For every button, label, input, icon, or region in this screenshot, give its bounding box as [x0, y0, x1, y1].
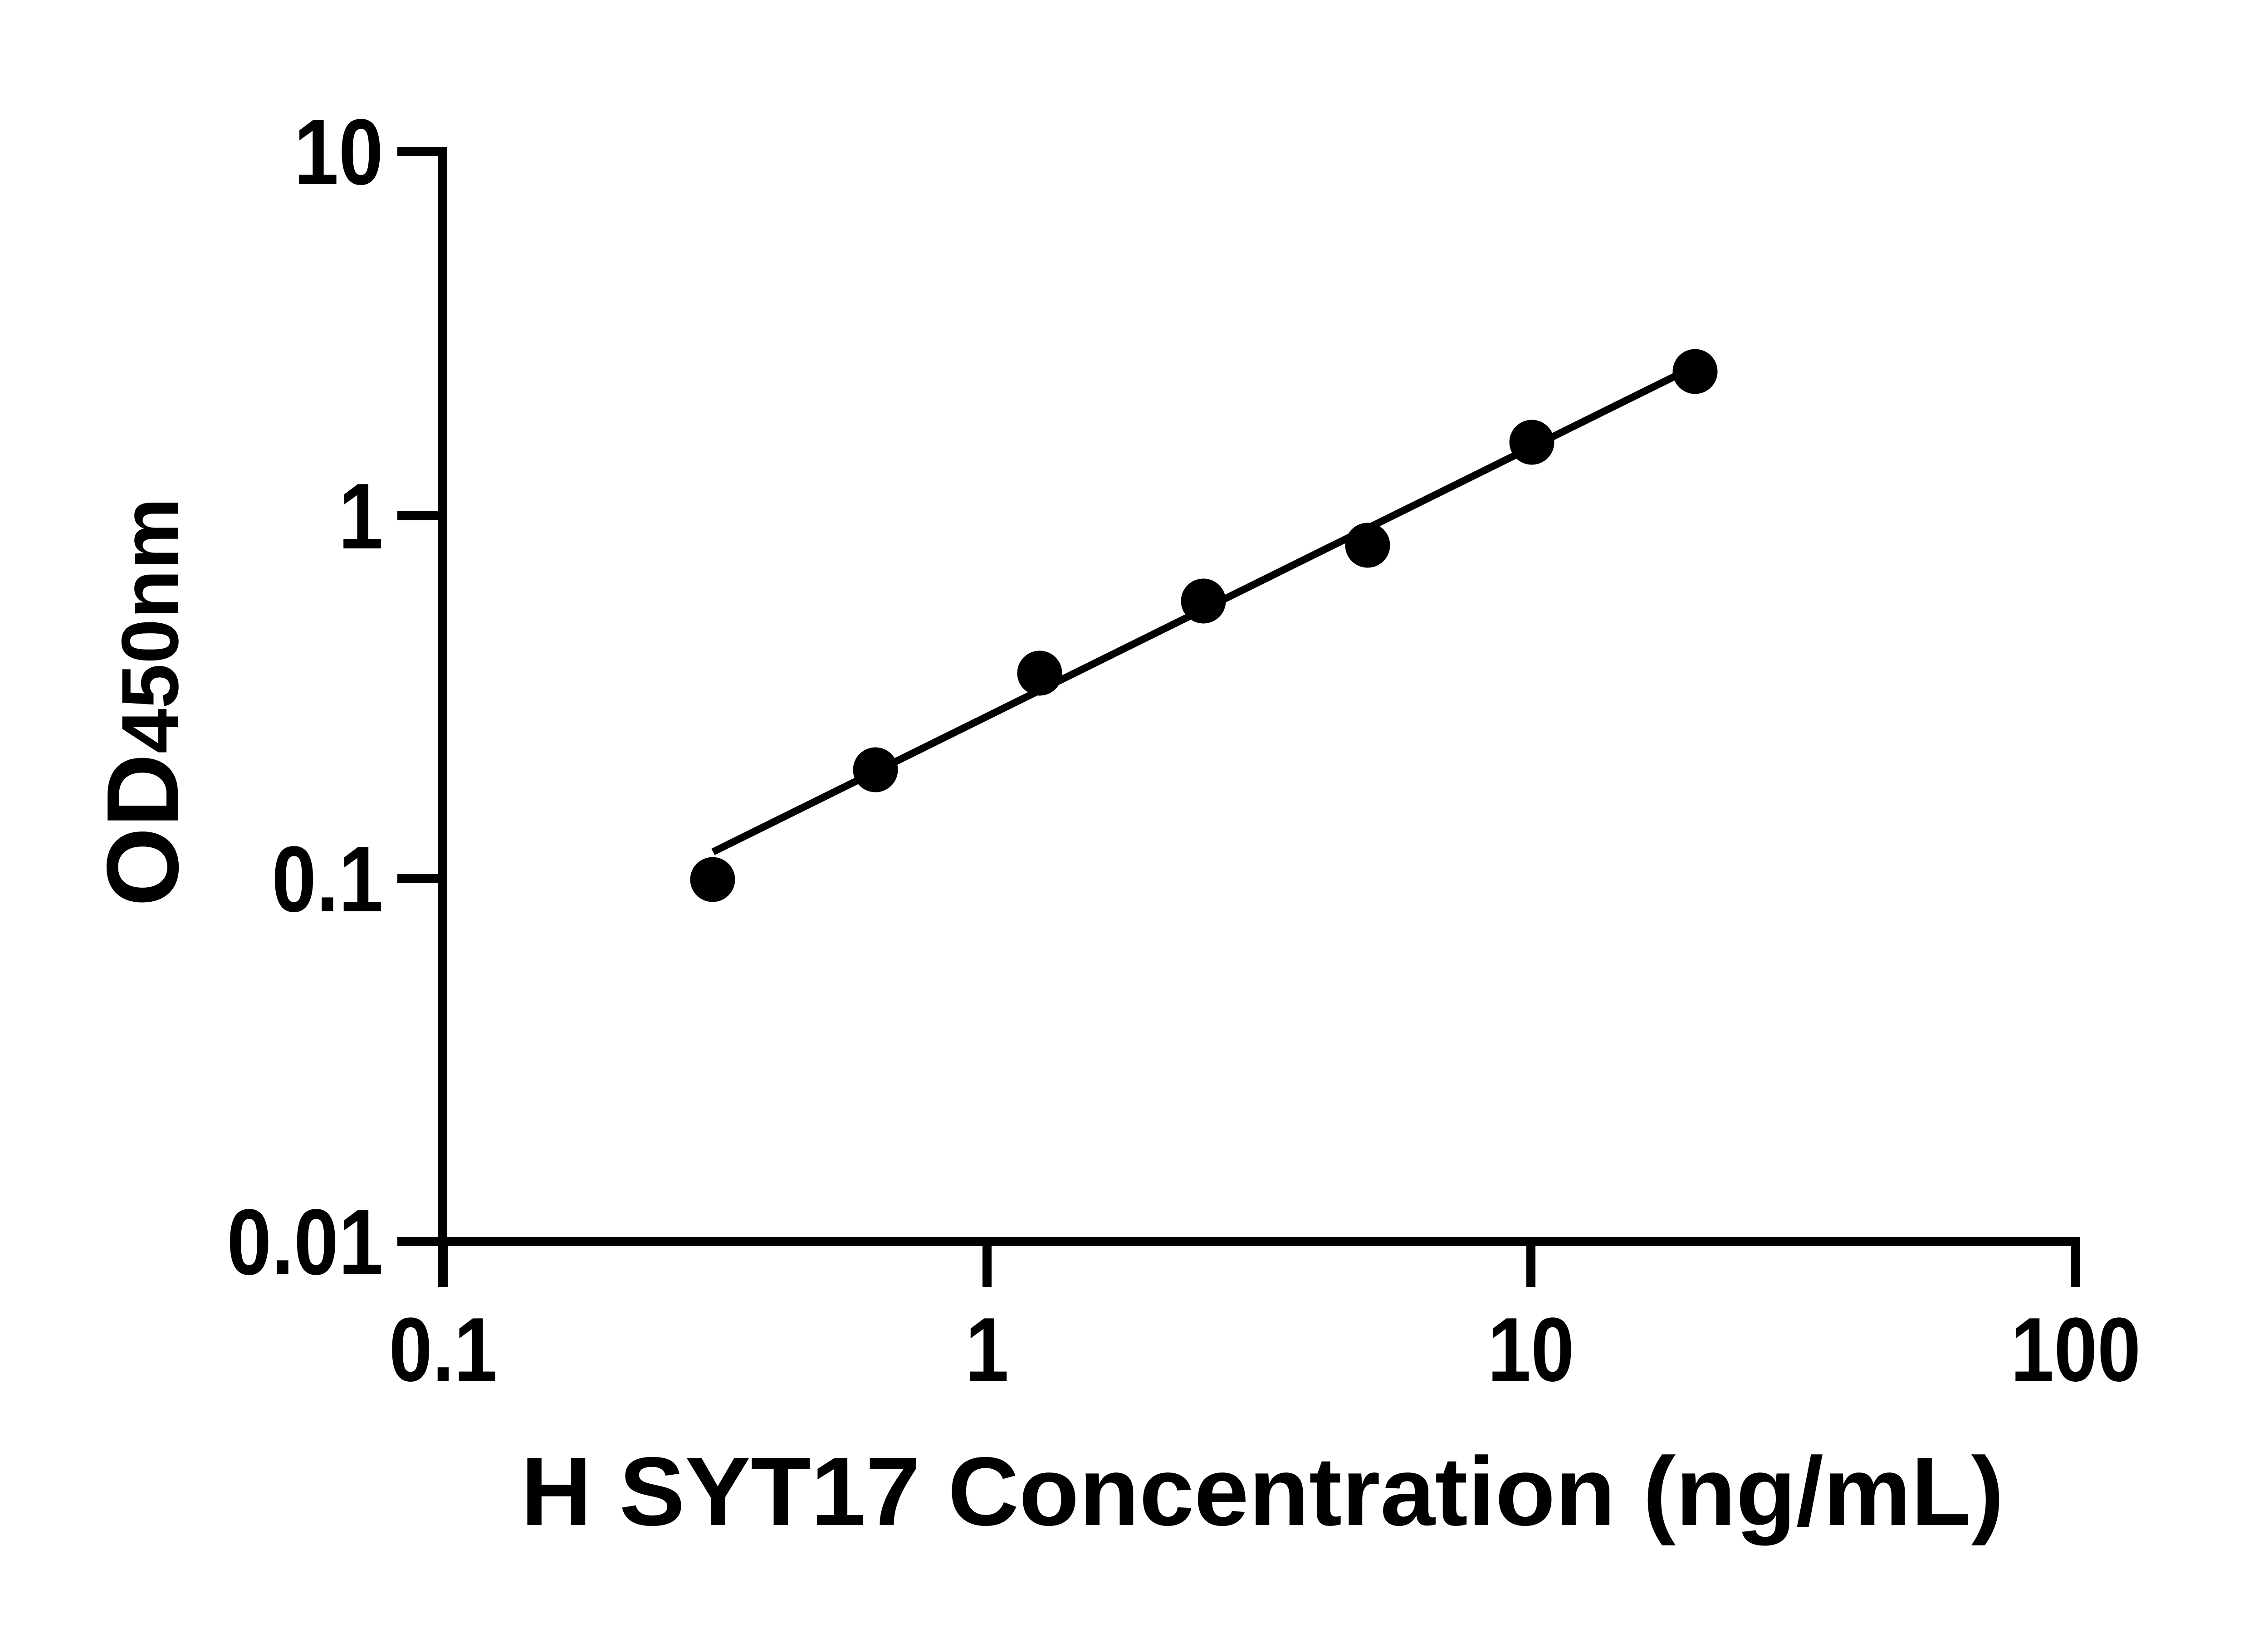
- svg-text:0.01: 0.01: [227, 1190, 383, 1294]
- svg-text:1: 1: [965, 1299, 1009, 1400]
- svg-text:H SYT17 Concentration (ng/mL): H SYT17 Concentration (ng/mL): [521, 1437, 2004, 1546]
- svg-text:1: 1: [338, 464, 383, 568]
- svg-text:0.1: 0.1: [272, 827, 383, 931]
- svg-text:100: 100: [2011, 1299, 2141, 1400]
- svg-text:10: 10: [294, 100, 383, 204]
- svg-text:0.1: 0.1: [389, 1299, 498, 1400]
- svg-text:10: 10: [1488, 1299, 1574, 1400]
